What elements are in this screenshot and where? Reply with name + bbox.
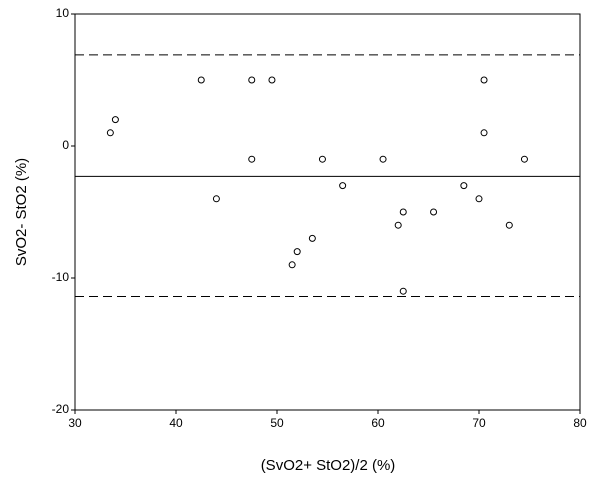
point [308, 234, 316, 242]
y-tick-label: -20 [52, 402, 70, 416]
point [248, 76, 256, 84]
x-tick-label: 70 [472, 416, 486, 430]
y-tick-label: -10 [52, 270, 70, 284]
point [248, 155, 256, 163]
x-tick-label: 50 [270, 416, 284, 430]
x-tick-label: 60 [371, 416, 385, 430]
point [475, 195, 483, 203]
point [212, 195, 220, 203]
x-tick-label: 30 [68, 416, 82, 430]
point [268, 76, 276, 84]
x-axis-title: (SvO2+ StO2)/2 (%) [261, 457, 396, 474]
point [460, 182, 468, 190]
point [197, 76, 205, 84]
y-tick-label: 0 [62, 138, 69, 152]
point [430, 208, 438, 216]
plot-frame [74, 13, 581, 411]
x-tick-label: 40 [169, 416, 183, 430]
point [394, 221, 402, 229]
point [379, 155, 387, 163]
point [106, 129, 114, 137]
point [480, 129, 488, 137]
y-tick-label: 10 [56, 6, 70, 20]
y-axis-title: SvO2- StO2 (%) [13, 158, 30, 266]
point [318, 155, 326, 163]
point [399, 208, 407, 216]
point [111, 116, 119, 124]
point [505, 221, 513, 229]
point [399, 287, 407, 295]
x-tick-label: 80 [573, 416, 587, 430]
point [339, 182, 347, 190]
point [520, 155, 528, 163]
point [288, 261, 296, 269]
point [293, 248, 301, 256]
point [480, 76, 488, 84]
